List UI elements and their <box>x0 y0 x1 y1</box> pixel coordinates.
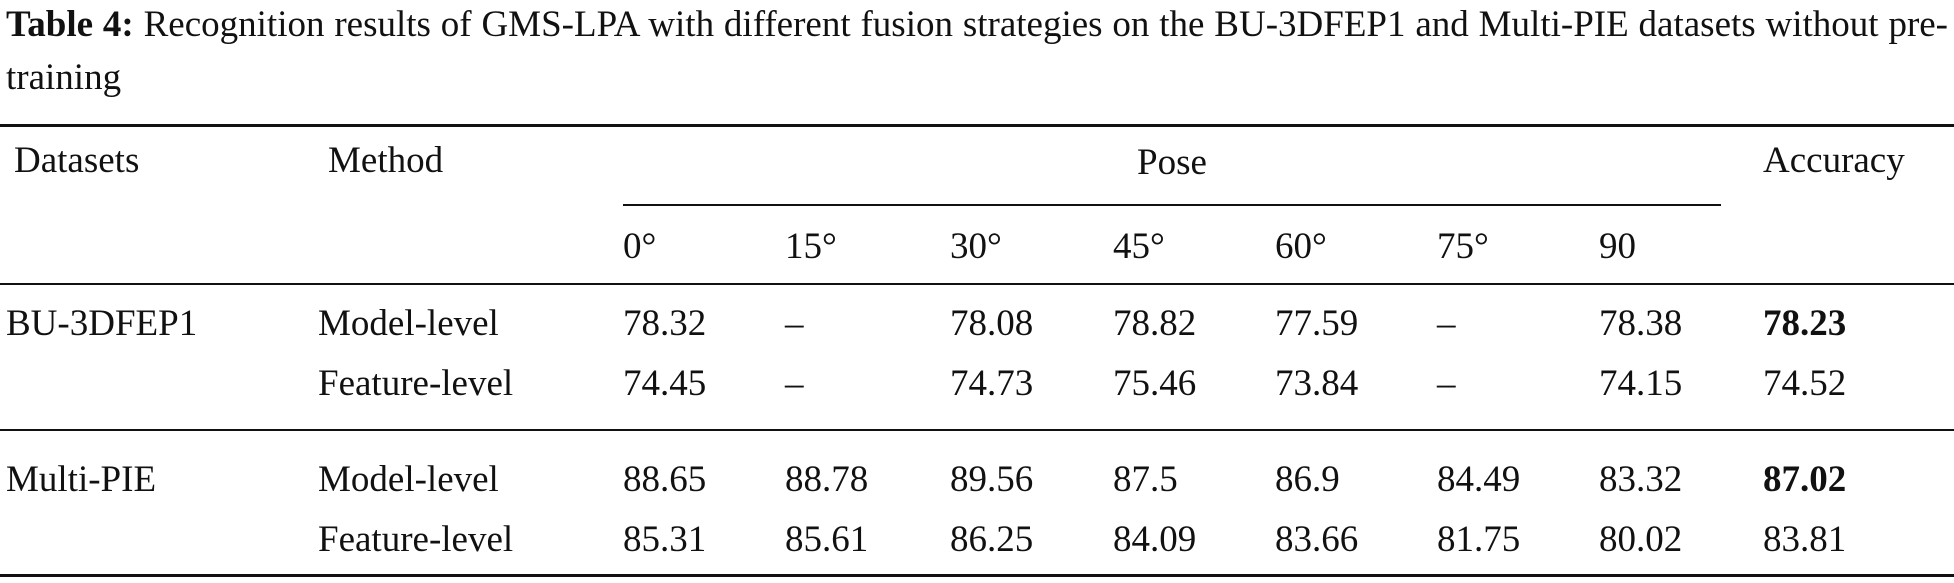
accuracy-cell: 83.81 <box>1763 519 1847 560</box>
value-cell: 88.65 <box>623 459 707 500</box>
caption-label: Table 4: <box>6 4 134 45</box>
pose-rule <box>623 204 1721 206</box>
method-cell: Feature-level <box>318 519 514 560</box>
value-cell: – <box>1437 363 1456 404</box>
header-accuracy: Accuracy <box>1763 140 1905 181</box>
top-rule <box>0 124 1954 127</box>
accuracy-cell: 74.52 <box>1763 363 1847 404</box>
accuracy-cell: 87.02 <box>1763 459 1847 500</box>
caption: Table 4: Recognition results of GMS-LPA … <box>6 0 1948 104</box>
value-cell: 85.31 <box>623 519 707 560</box>
value-cell: – <box>785 363 804 404</box>
header-rule <box>0 283 1954 285</box>
value-cell: 74.73 <box>950 363 1034 404</box>
pose-header: 30° <box>950 226 1002 267</box>
header-datasets: Datasets <box>14 140 140 181</box>
value-cell: 78.08 <box>950 303 1034 344</box>
value-cell: 84.09 <box>1113 519 1197 560</box>
value-cell: – <box>785 303 804 344</box>
method-cell: Model-level <box>318 459 499 500</box>
value-cell: 74.15 <box>1599 363 1683 404</box>
dataset-cell: BU-3DFEP1 <box>6 303 198 344</box>
value-cell: 78.32 <box>623 303 707 344</box>
value-cell: 84.49 <box>1437 459 1521 500</box>
value-cell: 75.46 <box>1113 363 1197 404</box>
value-cell: 78.82 <box>1113 303 1197 344</box>
dataset-cell: Multi-PIE <box>6 459 157 500</box>
value-cell: 81.75 <box>1437 519 1521 560</box>
method-cell: Feature-level <box>318 363 514 404</box>
value-cell: – <box>1437 303 1456 344</box>
accuracy-cell: 78.23 <box>1763 303 1847 344</box>
caption-text: Recognition results of GMS-LPA with diff… <box>6 4 1949 98</box>
value-cell: 86.25 <box>950 519 1034 560</box>
header-method: Method <box>328 140 444 181</box>
value-cell: 89.56 <box>950 459 1034 500</box>
group-rule <box>0 429 1954 431</box>
pose-header: 60° <box>1275 226 1327 267</box>
pose-header: 15° <box>785 226 837 267</box>
pose-header: 45° <box>1113 226 1165 267</box>
value-cell: 86.9 <box>1275 459 1340 500</box>
value-cell: 88.78 <box>785 459 869 500</box>
bottom-rule <box>0 574 1954 577</box>
value-cell: 74.45 <box>623 363 707 404</box>
value-cell: 80.02 <box>1599 519 1683 560</box>
method-cell: Model-level <box>318 303 499 344</box>
value-cell: 83.66 <box>1275 519 1359 560</box>
value-cell: 77.59 <box>1275 303 1359 344</box>
value-cell: 87.5 <box>1113 459 1178 500</box>
value-cell: 73.84 <box>1275 363 1359 404</box>
value-cell: 85.61 <box>785 519 869 560</box>
header-pose: Pose <box>1137 142 1207 183</box>
value-cell: 78.38 <box>1599 303 1683 344</box>
pose-header: 90 <box>1599 226 1636 267</box>
pose-header: 75° <box>1437 226 1489 267</box>
pose-header: 0° <box>623 226 657 267</box>
value-cell: 83.32 <box>1599 459 1683 500</box>
